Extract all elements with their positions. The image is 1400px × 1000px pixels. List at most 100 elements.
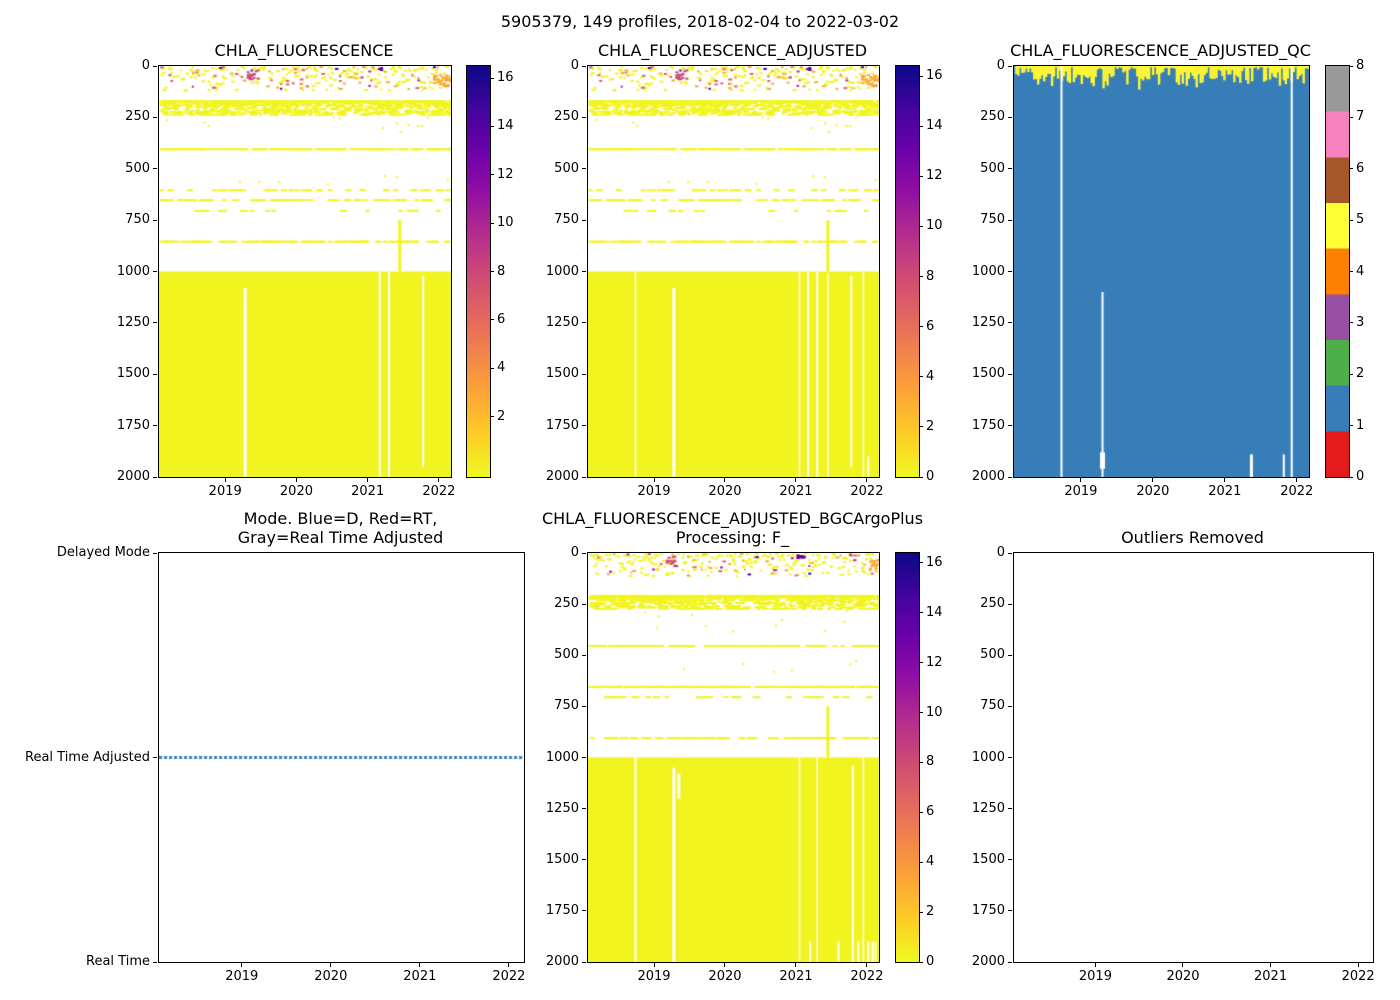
y-tick xyxy=(1008,705,1012,707)
y-tick xyxy=(1008,757,1012,758)
colorbar-tick xyxy=(919,662,923,664)
colorbar-tick xyxy=(1349,168,1353,170)
x-tick-label: 2019 xyxy=(1064,484,1098,499)
colorbar-tick-label: 2 xyxy=(497,408,506,424)
y-tick xyxy=(1008,219,1012,221)
colorbar-tick xyxy=(1349,322,1353,324)
colorbar-tick xyxy=(919,911,923,913)
y-tick xyxy=(153,552,157,554)
chla-fluorescence-adjusted-heatmap-canvas xyxy=(587,65,880,478)
y-tick xyxy=(582,65,586,67)
colorbar-tick-label: 6 xyxy=(497,311,506,327)
colorbar-tick-label: 4 xyxy=(497,360,506,376)
y-tick-label: 750 xyxy=(554,698,579,714)
y-tick-label: 2000 xyxy=(545,469,579,484)
y-tick xyxy=(153,961,157,963)
colorbar-tick xyxy=(919,861,923,863)
outliers-removed-canvas xyxy=(1013,552,1374,963)
y-tick-label: 1000 xyxy=(971,749,1005,765)
y-tick-label: Real Time xyxy=(86,954,150,969)
x-tick-label: 2022 xyxy=(492,969,526,984)
y-tick-label: 0 xyxy=(141,58,150,73)
colorbar-tick-label: 2 xyxy=(926,418,935,434)
y-tick-label: 1500 xyxy=(116,366,150,382)
y-tick-label: 500 xyxy=(125,160,150,176)
colorbar-tick-label: 12 xyxy=(926,654,943,670)
colorbar-chla-fluorescence-adjusted: 0 2 4 6 8 10 12 14 16 xyxy=(895,65,943,484)
y-tick-label: 2000 xyxy=(971,954,1005,969)
y-tick-label: 1750 xyxy=(545,902,579,918)
y-tick xyxy=(1008,961,1012,963)
colorbar-tick-label: 0 xyxy=(926,469,935,484)
y-tick-label: 500 xyxy=(554,647,579,663)
colorbar-tick xyxy=(919,811,923,813)
x-tick-label: 2021 xyxy=(779,484,813,499)
y-tick-label: 750 xyxy=(980,212,1005,228)
y-tick xyxy=(153,425,157,427)
y-tick xyxy=(1008,271,1012,272)
colorbar-tick xyxy=(490,125,494,127)
y-tick-label: Delayed Mode xyxy=(56,545,150,560)
panel-title-chla-fluorescence: CHLA_FLUORESCENCE xyxy=(214,40,394,60)
mode-timeline-canvas xyxy=(158,552,525,963)
y-tick xyxy=(582,705,586,707)
x-tick xyxy=(1182,963,1184,967)
x-tick xyxy=(1357,963,1359,967)
x-tick xyxy=(1080,478,1082,482)
y-tick xyxy=(1008,910,1012,912)
y-tick xyxy=(1008,808,1012,810)
x-tick-label: 2019 xyxy=(637,484,671,499)
y-tick xyxy=(582,859,586,861)
colorbar-tick xyxy=(1349,219,1353,221)
y-tick xyxy=(582,271,586,272)
y-tick xyxy=(153,116,157,118)
x-tick xyxy=(224,478,226,482)
y-tick xyxy=(1008,859,1012,861)
panel-chla-fluorescence: CHLA_FLUORESCENCE 2019 2020 2021 2022 0 250 50… xyxy=(117,41,456,499)
colorbar-tick-label: 1 xyxy=(1356,417,1365,433)
qc-flag-heatmap-canvas xyxy=(1013,65,1310,478)
colorbar-tick-label: 6 xyxy=(1356,160,1365,176)
colorbar-tick xyxy=(919,125,923,127)
x-tick xyxy=(1296,478,1298,482)
bgcargoplus-heatmap-canvas xyxy=(587,552,880,963)
y-tick-label: 500 xyxy=(980,647,1005,663)
colorbar-tick-label: 8 xyxy=(497,263,506,279)
panel-outliers-removed: Outliers Removed 2019 2020 2021 2022 0 250 500… xyxy=(972,528,1375,984)
x-tick xyxy=(1270,963,1272,967)
x-tick-label: 2022 xyxy=(850,484,884,499)
y-tick-label: 1750 xyxy=(116,417,150,433)
colorbar-tick-label: 12 xyxy=(926,168,943,184)
y-tick xyxy=(1008,65,1012,67)
panel-chla-fluorescence-adjusted-qc: CHLA_FLUORESCENCE_ADJUSTED_QC 2019 2020 20… xyxy=(972,41,1313,499)
colorbar-tick-label: 4 xyxy=(926,854,935,870)
y-tick-label: 1000 xyxy=(971,263,1005,279)
y-tick-label: 1250 xyxy=(971,314,1005,330)
colorbar-tick xyxy=(919,761,923,763)
colorbar-tick xyxy=(919,562,923,564)
colorbar-tick xyxy=(919,225,923,227)
x-tick xyxy=(795,478,797,482)
y-tick xyxy=(1008,425,1012,427)
colorbar-tick xyxy=(919,612,923,614)
y-tick xyxy=(582,116,586,118)
colorbar-tick-label: 8 xyxy=(926,754,935,770)
y-tick-label: 250 xyxy=(980,596,1005,612)
colorbar-tick xyxy=(919,476,923,478)
y-tick-label: 1750 xyxy=(971,902,1005,918)
x-tick xyxy=(367,478,369,482)
x-tick xyxy=(724,963,726,967)
panel-title-outliers-removed: Outliers Removed xyxy=(1121,527,1264,547)
y-tick-label: 0 xyxy=(570,58,579,73)
x-tick-label: 2020 xyxy=(708,484,742,499)
x-tick-label: 2021 xyxy=(1208,484,1242,499)
colorbar-tick-label: 2 xyxy=(1356,366,1365,382)
y-tick xyxy=(1008,603,1012,605)
x-tick-label: 2020 xyxy=(1136,484,1170,499)
x-tick-label: 2020 xyxy=(708,969,742,984)
y-tick-label: 250 xyxy=(554,596,579,612)
panel-title-chla-fluorescence-adjusted: CHLA_FLUORESCENCE_ADJUSTED xyxy=(597,40,868,60)
x-tick-label: 2021 xyxy=(1254,969,1288,984)
x-tick xyxy=(241,963,243,967)
